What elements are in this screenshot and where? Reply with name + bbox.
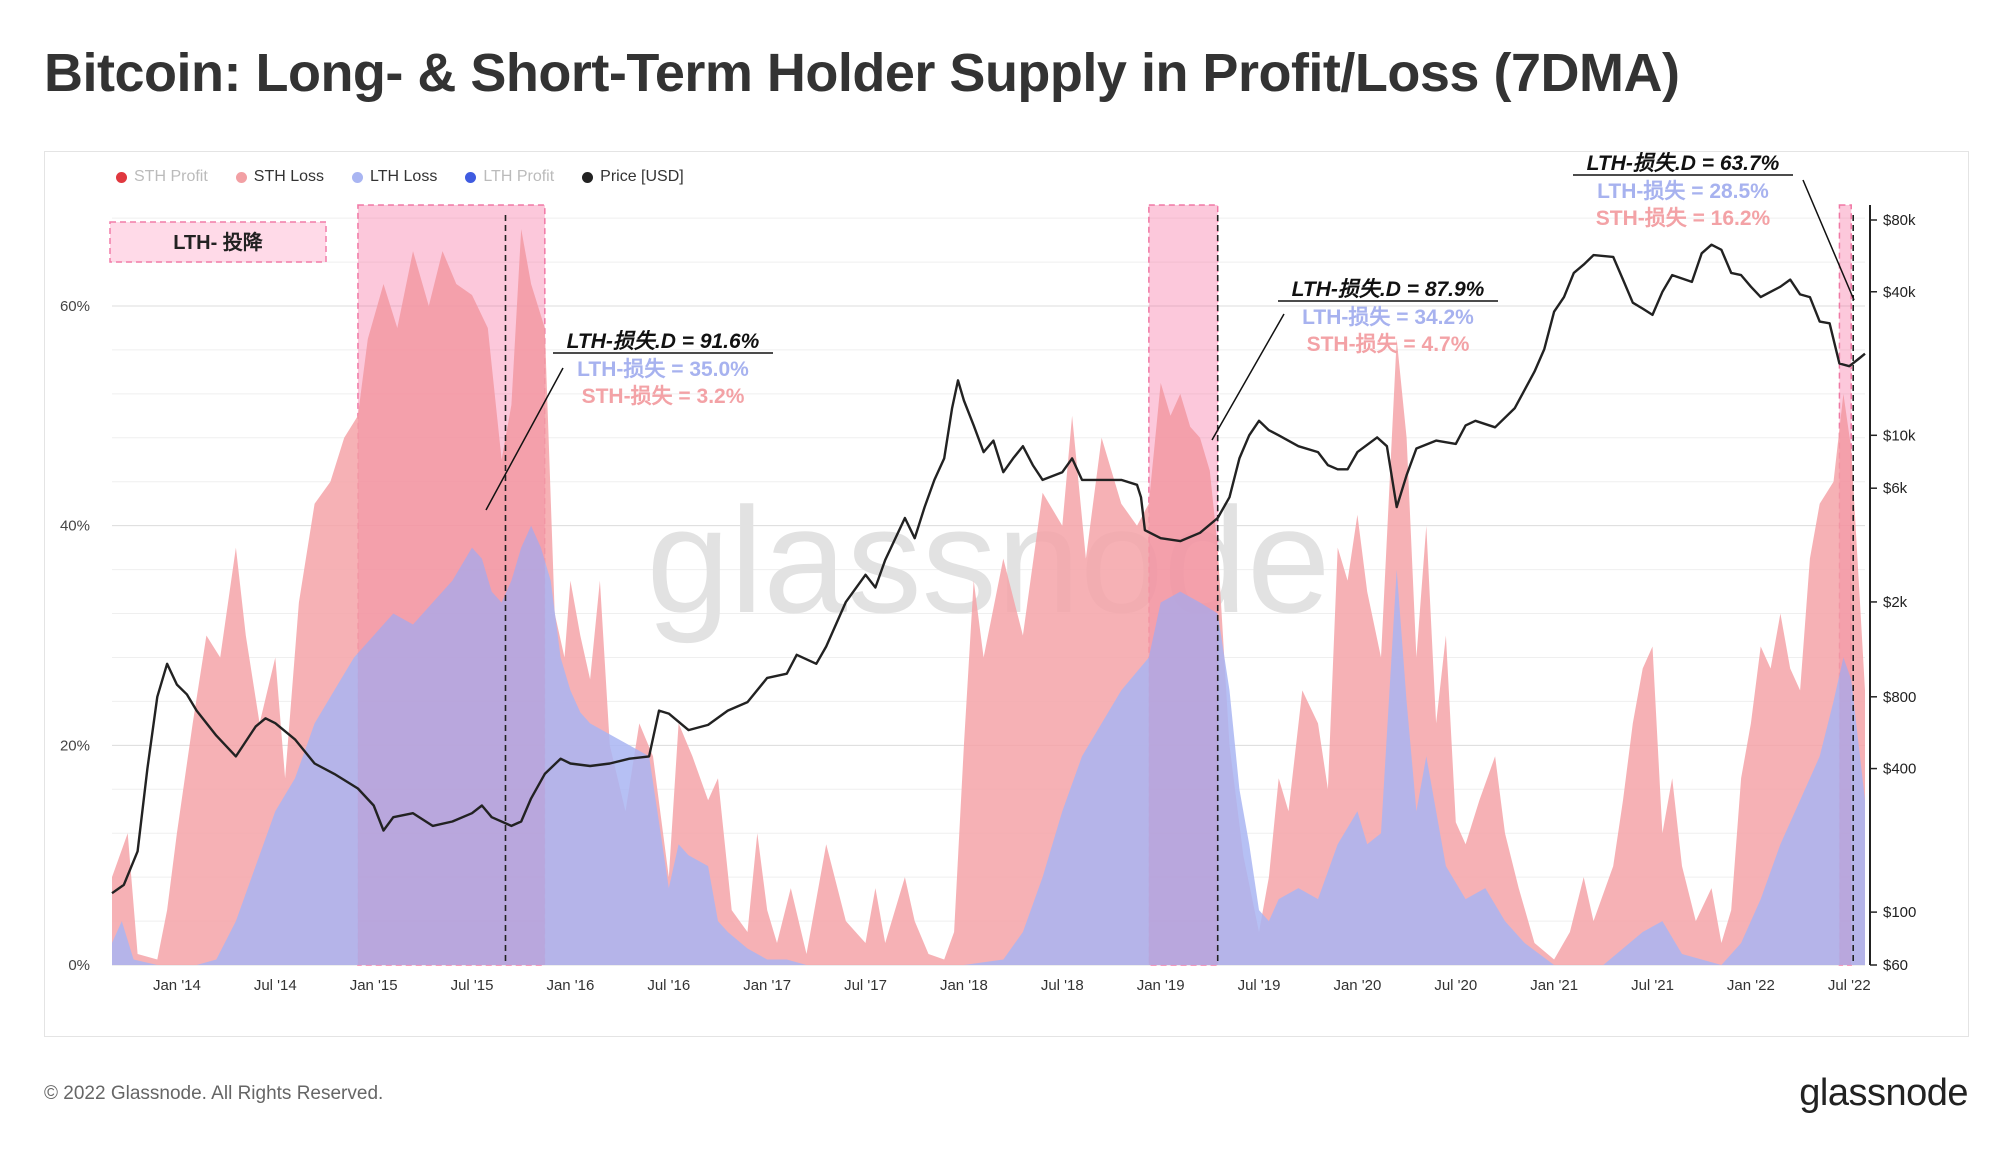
y-right-tick: $6k <box>1883 480 1908 497</box>
x-tick: Jul '17 <box>844 977 887 994</box>
y-right-tick: $40k <box>1883 284 1916 301</box>
x-tick: Jan '18 <box>940 977 988 994</box>
x-tick: Jul '22 <box>1828 977 1871 994</box>
annotation-2: LTH-损失.D = 87.9% LTH-损失 = 34.2% STH-损失 = 4… <box>1211 277 1498 441</box>
x-tick: Jul '15 <box>451 977 494 994</box>
legend-label: Price [USD] <box>600 168 684 185</box>
x-tick: Jan '19 <box>1137 977 1185 994</box>
annotation-main: LTH-损失.D = 87.9% <box>1292 277 1485 301</box>
x-tick: Jan '22 <box>1727 977 1775 994</box>
annotation-lth: LTH-损失 = 28.5% <box>1597 180 1769 203</box>
legend-item[interactable]: LTH Loss <box>352 168 437 186</box>
annotation-main: LTH-损失.D = 63.7% <box>1587 151 1780 175</box>
y-left-tick: 60% <box>60 298 90 315</box>
y-right-tick: $800 <box>1883 689 1916 706</box>
legend-item[interactable]: LTH Profit <box>465 168 554 186</box>
x-tick: Jul '19 <box>1238 977 1281 994</box>
capitulation-tint <box>1148 205 1218 965</box>
y-right-tick: $100 <box>1883 904 1916 921</box>
annotation-lth: LTH-损失 = 35.0% <box>577 358 749 381</box>
annotation-main: LTH-损失.D = 91.6% <box>567 329 760 353</box>
price-line <box>111 243 1866 895</box>
annotation-sth: STH-损失 = 4.7% <box>1307 333 1470 356</box>
annotation-pointer <box>485 367 564 511</box>
capitulation-label: LTH- 投降 <box>173 230 264 254</box>
capitulation-label-box: LTH- 投降 <box>109 221 327 263</box>
x-tick: Jul '20 <box>1434 977 1477 994</box>
y-right-tick: $60 <box>1883 957 1908 974</box>
x-tick: Jan '17 <box>743 977 791 994</box>
legend-swatch-icon <box>235 171 247 183</box>
annotation-lth: LTH-损失 = 34.2% <box>1302 306 1474 329</box>
y-left-tick: 0% <box>68 957 90 974</box>
y-right-tick: $400 <box>1883 761 1916 778</box>
y-left-tick: 40% <box>60 518 90 535</box>
brand-logo: glassnode <box>1799 1072 1968 1114</box>
chart-title: Bitcoin: Long- & Short-Term Holder Suppl… <box>44 43 1680 103</box>
y-left-tick: 20% <box>60 737 90 754</box>
x-tick: Jul '21 <box>1631 977 1674 994</box>
copyright-footer: © 2022 Glassnode. All Rights Reserved. <box>44 1083 384 1104</box>
capitulation-tint <box>357 205 545 965</box>
legend-label: LTH Loss <box>370 168 438 185</box>
legend-label: STH Loss <box>253 168 325 185</box>
x-tick: Jan '20 <box>1333 977 1381 994</box>
y-right-tick: $10k <box>1883 427 1916 444</box>
x-tick: Jan '15 <box>350 977 398 994</box>
x-tick: Jul '18 <box>1041 977 1084 994</box>
capitulation-label-bg <box>109 221 327 263</box>
capitulation-tint <box>1839 205 1852 965</box>
annotation-pointer <box>1211 313 1285 441</box>
annotation-sth: STH-损失 = 3.2% <box>582 385 745 408</box>
annotation-sth: STH-损失 = 16.2% <box>1596 207 1771 230</box>
y-right-tick: $80k <box>1883 212 1916 229</box>
legend-item[interactable]: Price [USD] <box>582 168 684 186</box>
annotation-3: LTH-损失.D = 63.7% LTH-损失 = 28.5% STH-损失 = 1… <box>1573 151 1855 301</box>
x-tick: Jan '14 <box>153 977 201 994</box>
x-tick: Jan '21 <box>1530 977 1578 994</box>
x-tick: Jul '14 <box>254 977 297 994</box>
legend-item[interactable]: STH Loss <box>235 168 325 186</box>
annotation-pointer <box>1802 179 1855 301</box>
legend-swatch-icon <box>352 171 364 183</box>
chart-frame <box>44 151 1969 1037</box>
legend-swatch-icon <box>582 171 594 183</box>
legend-item[interactable]: STH Profit <box>116 168 208 186</box>
x-tick: Jan '16 <box>546 977 594 994</box>
y-right-tick: $2k <box>1883 594 1908 611</box>
legend-swatch-icon <box>465 171 477 183</box>
legend: STH Profit STH Loss LTH Loss LTH Profit Pric… <box>116 168 684 186</box>
legend-label: LTH Profit <box>483 168 555 185</box>
annotation-1: LTH-损失.D = 91.6% LTH-损失 = 35.0% STH-损失 = 3… <box>485 329 773 511</box>
lth-loss-area <box>112 525 1865 965</box>
x-tick: Jul '16 <box>647 977 690 994</box>
legend-label: STH Profit <box>134 168 208 185</box>
legend-swatch-icon <box>116 171 127 183</box>
